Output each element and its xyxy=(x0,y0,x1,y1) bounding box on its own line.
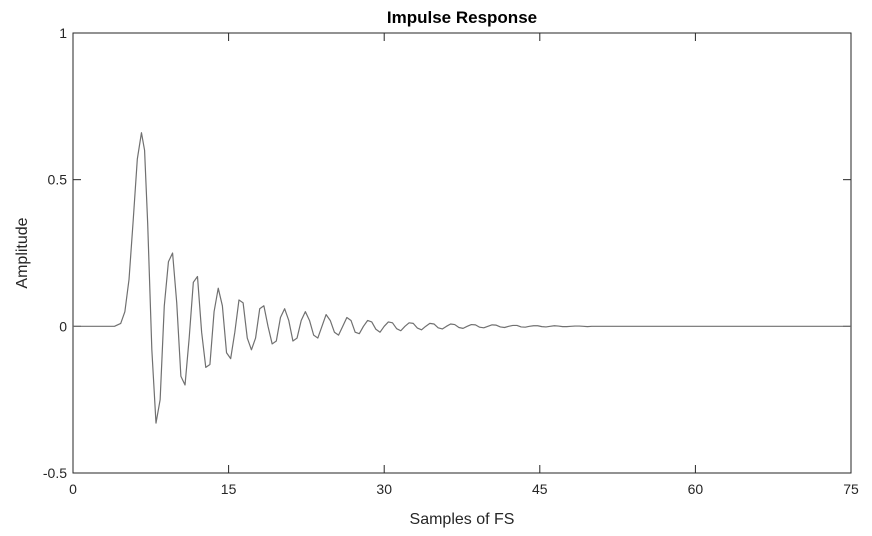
x-tick-label: 60 xyxy=(688,481,704,497)
y-tick-label: 0.5 xyxy=(48,172,68,188)
x-tick-label: 75 xyxy=(843,481,859,497)
x-tick-label: 15 xyxy=(221,481,237,497)
y-tick-label: 0 xyxy=(59,318,67,334)
chart-title: Impulse Response xyxy=(387,8,537,27)
x-axis-label: Samples of FS xyxy=(410,511,515,528)
x-tick-label: 45 xyxy=(532,481,548,497)
y-tick-label: 1 xyxy=(59,25,67,41)
impulse-response-line xyxy=(73,132,851,424)
x-tick-label: 30 xyxy=(376,481,392,497)
x-axis: 0 15 30 45 60 75 xyxy=(69,33,859,497)
x-tick-label: 0 xyxy=(69,481,77,497)
y-axis: -0.5 0 0.5 1 xyxy=(43,25,851,481)
plot-area-frame xyxy=(72,32,852,474)
series-group xyxy=(73,132,851,424)
y-tick-label: -0.5 xyxy=(43,465,67,481)
y-axis-label: Amplitude xyxy=(14,217,31,288)
